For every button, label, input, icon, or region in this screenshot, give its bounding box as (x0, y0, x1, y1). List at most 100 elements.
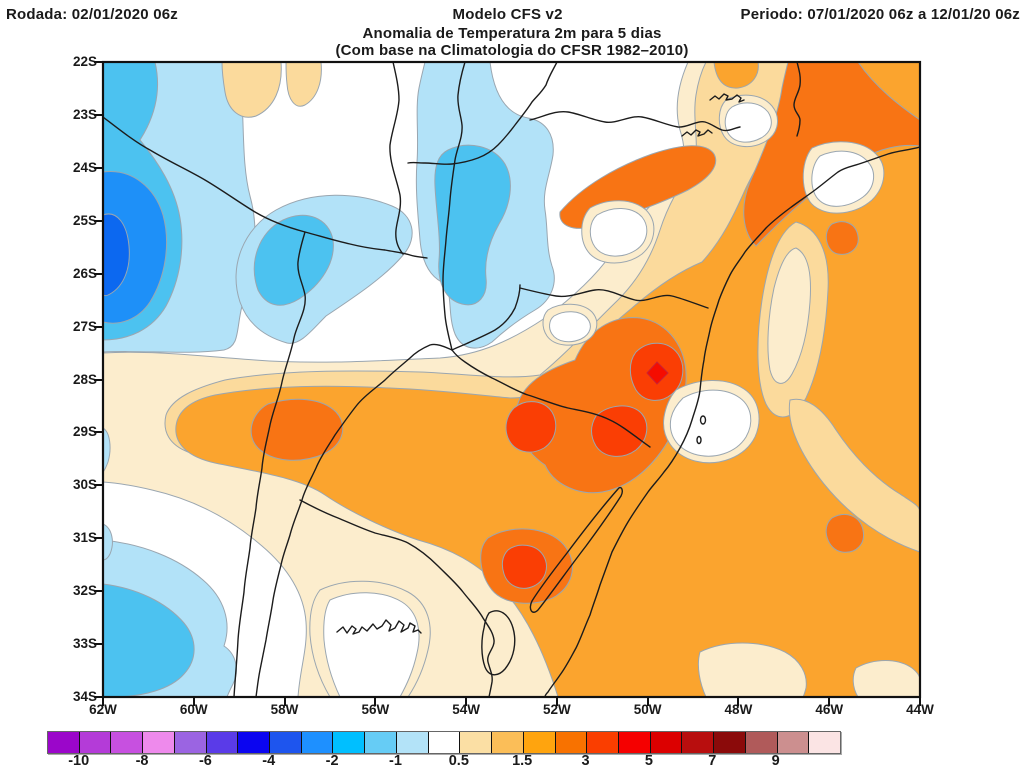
colorbar-tick-label: -8 (135, 753, 149, 769)
run-label: Rodada: 02/01/2020 06z (6, 6, 178, 23)
lon-axis-tick (919, 697, 921, 706)
lat-tick-label: 28S (72, 371, 97, 387)
colorbar-segment (618, 732, 651, 753)
colorbar-segment (111, 732, 144, 753)
colorbar-segment (79, 732, 112, 753)
lon-axis-tick (374, 697, 377, 706)
warm-anomaly-regions (103, 62, 920, 697)
lon-axis-tick (737, 697, 740, 706)
colorbar-tick-label: -1 (389, 753, 402, 769)
colorbar-segment (174, 732, 207, 753)
lon-axis-tick (283, 697, 286, 706)
colorbar-segment (745, 732, 778, 753)
lat-axis-tick (94, 590, 103, 593)
colorbar-segment (682, 732, 715, 753)
colorbar-segment (650, 732, 683, 753)
uruguay-lake (336, 619, 422, 635)
lat-tick-label: 22S (72, 54, 97, 69)
colorbar-tick-label: 9 (771, 753, 780, 769)
lat-tick-label: 26S (72, 265, 97, 281)
river-squiggle-2 (681, 129, 713, 137)
lon-axis-tick (828, 697, 831, 706)
lon-tick-label: 50W (633, 702, 662, 717)
lon-tick-label: 58W (270, 702, 299, 717)
colorbar-tick-label: -4 (262, 753, 276, 769)
colorbar (47, 731, 841, 754)
colorbar-segment (809, 732, 840, 753)
lat-tick-label: 29S (72, 424, 97, 440)
lat-axis-tick (94, 378, 103, 381)
map-subtitle: (Com base na Climatologia do CFSR 1982–2… (335, 42, 689, 59)
lat-axis-tick (94, 325, 103, 328)
lat-tick-label: 33S (72, 636, 97, 652)
colorbar-segment (270, 732, 302, 753)
map-title: Anomalia de Temperatura 2m para 5 dias (362, 25, 662, 42)
lon-tick-label: 62W (89, 702, 117, 717)
lon-axis-tick (465, 697, 468, 706)
lon-axis-tick (102, 697, 104, 706)
river-squiggle-1 (709, 93, 745, 103)
period-label: Periodo: 07/01/2020 06z a 12/01/20 06z (740, 6, 1020, 23)
lon-axis-tick (646, 697, 649, 706)
lat-axis-tick (94, 219, 103, 222)
colorbar-segment (523, 732, 556, 753)
colorbar-tick-label: 5 (644, 753, 653, 769)
colorbar-tick-label: 3 (581, 753, 590, 769)
colorbar-segment (777, 732, 810, 753)
colorbar-segment (333, 732, 366, 753)
max-anomaly-core (646, 361, 669, 385)
lon-axis-tick (555, 697, 558, 706)
colorbar-tick-label: 0.5 (448, 753, 469, 769)
lon-tick-label: 56W (361, 702, 390, 717)
colorbar-segment (48, 732, 80, 753)
country-borders (103, 62, 801, 697)
lat-tick-label: 34S (72, 689, 97, 704)
lat-tick-label: 23S (72, 106, 97, 122)
lagoa-mirim (481, 610, 516, 676)
colorbar-segment (714, 732, 746, 753)
lon-tick-label: 54W (452, 702, 480, 717)
lat-tick-label: 30S (72, 477, 97, 493)
lat-tick-label: 25S (72, 212, 97, 228)
lat-axis-tick (94, 484, 103, 487)
colorbar-tick-label: 7 (708, 753, 717, 769)
colorbar-segment (365, 732, 397, 753)
lat-axis-tick (94, 696, 103, 698)
lon-tick-label: 48W (724, 702, 753, 717)
coastal-island-2 (696, 435, 702, 445)
lat-tick-label: 24S (72, 159, 97, 175)
colorbar-segment (460, 732, 493, 753)
lon-tick-label: 60W (179, 702, 208, 717)
lat-axis-tick (94, 113, 103, 116)
lat-tick-label: 31S (72, 530, 97, 546)
colorbar-segment (206, 732, 239, 753)
colorbar-tick-label: -6 (198, 753, 212, 769)
colorbar-segment (143, 732, 175, 753)
colorbar-tick-label: -2 (325, 753, 339, 769)
lat-axis-tick (94, 643, 103, 646)
colorbar-segment (587, 732, 619, 753)
lon-tick-label: 44W (906, 702, 934, 717)
coastline (336, 93, 920, 697)
colorbar-segment (555, 732, 588, 753)
lat-tick-label: 32S (72, 583, 97, 599)
lon-axis-tick (192, 697, 195, 706)
lon-tick-label: 52W (542, 702, 571, 717)
colorbar-tick-label: -10 (68, 753, 90, 769)
lat-axis-tick (94, 61, 103, 63)
lat-axis-tick (94, 537, 103, 540)
lagoa-dos-patos (529, 486, 623, 613)
model-label: Modelo CFS v2 (452, 6, 563, 23)
colorbar-segment (396, 732, 429, 753)
lat-tick-label: 27S (72, 318, 97, 334)
map-frame (101, 60, 922, 699)
lat-axis-tick (94, 272, 103, 275)
colorbar-segment (492, 732, 524, 753)
neutral-holes (309, 94, 920, 697)
colorbar-tick-label: 1.5 (512, 753, 533, 769)
lat-axis-tick (94, 431, 103, 434)
top-warm-blobs (221, 62, 322, 118)
colorbar-segment (238, 732, 271, 753)
